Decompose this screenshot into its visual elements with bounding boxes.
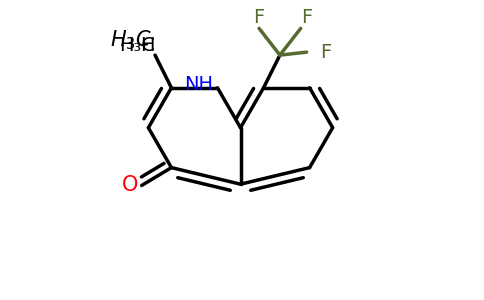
Text: H: H <box>140 36 155 55</box>
Text: $H_3C$: $H_3C$ <box>110 28 152 52</box>
Text: NH: NH <box>184 75 213 94</box>
Text: H₃C: H₃C <box>119 36 155 55</box>
Text: F: F <box>301 8 312 27</box>
Text: F: F <box>254 8 265 27</box>
Text: F: F <box>320 43 331 61</box>
Text: O: O <box>122 176 139 195</box>
